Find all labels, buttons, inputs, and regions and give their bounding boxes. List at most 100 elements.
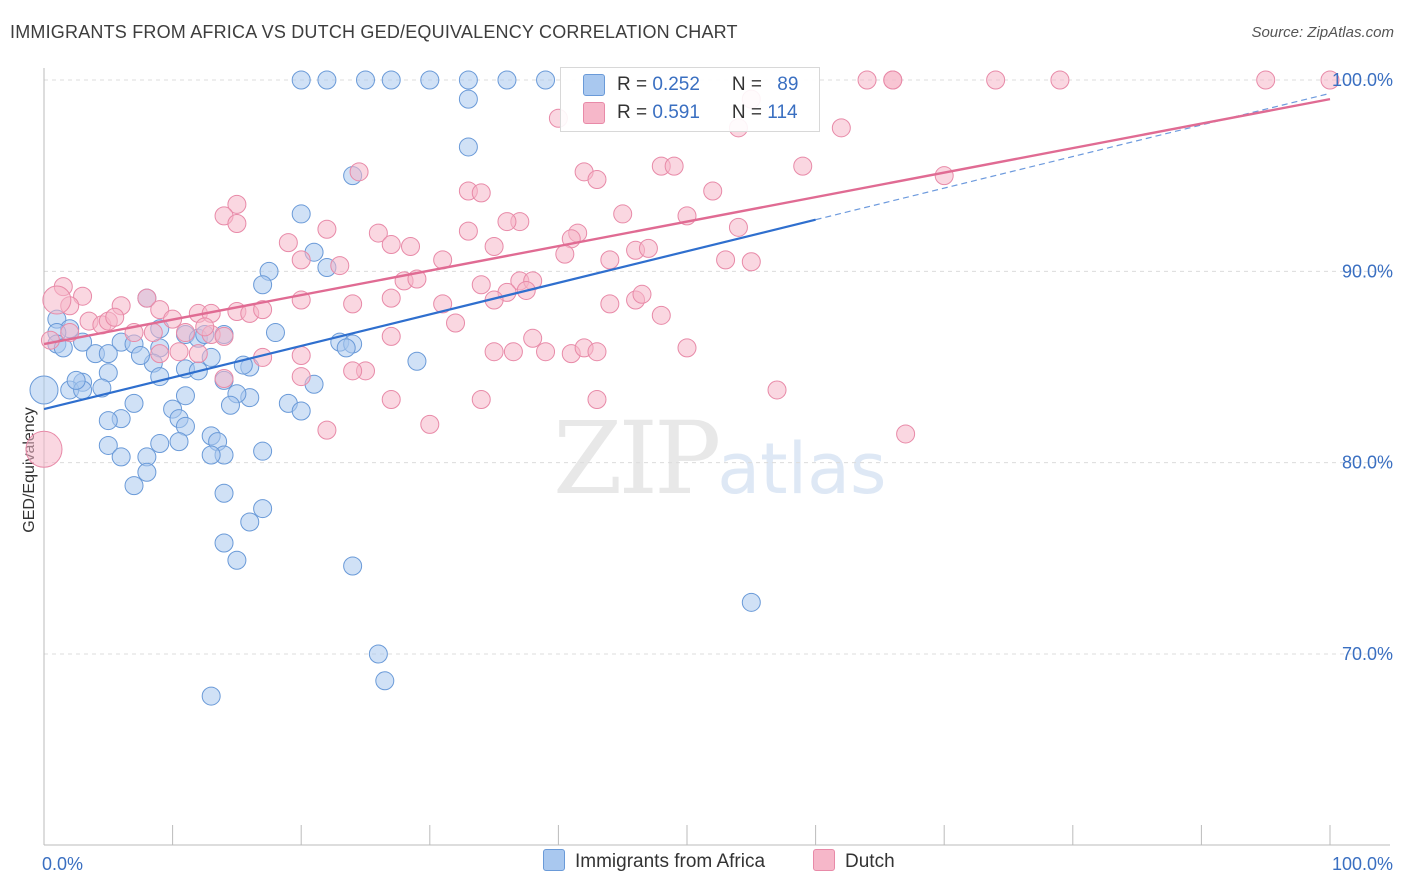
- point-dutch: [317, 420, 337, 440]
- y-tick-label: 70.0%: [1342, 644, 1393, 664]
- point-africa: [420, 70, 440, 90]
- point-dutch: [986, 70, 1006, 90]
- point-dutch: [73, 286, 93, 306]
- point-dutch: [401, 236, 421, 256]
- point-dutch: [793, 156, 813, 176]
- x-tick-label-min: 0.0%: [42, 854, 83, 874]
- point-africa: [336, 338, 356, 358]
- legend-n-value-dutch: 114: [767, 102, 798, 124]
- point-africa: [253, 441, 273, 461]
- point-dutch: [420, 414, 440, 434]
- point-dutch: [934, 166, 954, 186]
- series-dutch: [25, 70, 1340, 468]
- point-dutch: [278, 233, 298, 253]
- point-dutch: [227, 194, 247, 214]
- point-africa: [29, 375, 59, 405]
- point-dutch: [330, 256, 350, 276]
- point-dutch: [291, 367, 311, 387]
- point-africa: [124, 393, 144, 413]
- point-africa: [175, 386, 195, 406]
- point-dutch: [105, 307, 125, 327]
- point-dutch: [555, 244, 575, 264]
- point-dutch: [188, 344, 208, 364]
- tick-labels: 70.0% 80.0% 90.0% 100.0% 0.0% 100.0%: [42, 70, 1393, 874]
- legend-label-dutch: Dutch: [845, 851, 895, 873]
- point-africa: [214, 533, 234, 553]
- y-tick-label: 90.0%: [1342, 261, 1393, 281]
- point-dutch: [317, 219, 337, 239]
- point-dutch: [587, 342, 607, 362]
- point-dutch: [343, 361, 363, 381]
- legend-n-value-africa: 89: [777, 74, 799, 96]
- point-africa: [220, 395, 240, 415]
- watermark-atlas: atlas: [717, 428, 887, 510]
- point-dutch: [150, 344, 170, 364]
- point-dutch: [471, 183, 491, 203]
- point-dutch: [214, 368, 234, 388]
- point-dutch: [253, 300, 273, 320]
- point-africa: [368, 644, 388, 664]
- point-africa: [458, 89, 478, 109]
- point-africa: [375, 671, 395, 691]
- legend-row-africa: R = 0.252 N = 89: [583, 74, 798, 98]
- point-dutch: [677, 338, 697, 358]
- point-africa: [458, 70, 478, 90]
- chart-title: IMMIGRANTS FROM AFRICA VS DUTCH GED/EQUI…: [10, 22, 738, 42]
- point-dutch: [883, 70, 903, 90]
- zipatlas-watermark: ZIPatlas: [553, 400, 886, 517]
- point-dutch: [703, 181, 723, 201]
- point-dutch: [381, 235, 401, 255]
- legend-swatch-dutch: [813, 849, 835, 871]
- point-africa: [92, 378, 112, 398]
- point-dutch: [458, 221, 478, 241]
- point-africa: [66, 370, 86, 390]
- point-dutch: [523, 328, 543, 348]
- x-tick-label-max: 100.0%: [1332, 854, 1393, 874]
- point-dutch: [143, 323, 163, 343]
- point-dutch: [381, 288, 401, 308]
- point-dutch: [484, 236, 504, 256]
- point-dutch: [716, 250, 736, 270]
- point-dutch: [368, 223, 388, 243]
- point-africa: [343, 556, 363, 576]
- point-dutch: [613, 204, 633, 224]
- point-dutch: [433, 294, 453, 314]
- point-africa: [227, 550, 247, 570]
- point-dutch: [587, 169, 607, 189]
- point-dutch: [831, 118, 851, 138]
- point-dutch: [214, 326, 234, 346]
- point-africa: [381, 70, 401, 90]
- point-africa: [317, 70, 337, 90]
- point-dutch: [587, 390, 607, 410]
- point-dutch: [896, 424, 916, 444]
- legend-row-dutch: R = 0.591 N = 114: [583, 102, 798, 126]
- point-dutch: [343, 294, 363, 314]
- point-africa: [741, 592, 761, 612]
- point-africa: [265, 323, 285, 343]
- legend-item-africa[interactable]: Immigrants from Africa: [543, 849, 765, 873]
- point-dutch: [638, 238, 658, 258]
- point-africa: [98, 435, 118, 455]
- point-dutch: [857, 70, 877, 90]
- point-africa: [201, 686, 221, 706]
- point-africa: [497, 70, 517, 90]
- legend-r-label: R =: [617, 74, 653, 96]
- point-dutch: [1320, 70, 1340, 90]
- point-dutch: [471, 275, 491, 295]
- point-africa: [130, 346, 150, 366]
- point-dutch: [42, 285, 72, 315]
- point-dutch: [536, 342, 556, 362]
- legend-r-value-africa: 0.252: [652, 74, 700, 96]
- legend-item-dutch[interactable]: Dutch: [813, 849, 895, 873]
- point-dutch: [741, 252, 761, 272]
- point-dutch: [381, 390, 401, 410]
- point-africa: [111, 447, 131, 467]
- trend-line-dutch: [43, 97, 1331, 346]
- point-africa: [201, 445, 221, 465]
- series-immigrants-from-africa: [29, 70, 761, 706]
- legend-r-label: R =: [617, 102, 653, 124]
- point-africa: [137, 462, 157, 482]
- point-dutch: [169, 342, 189, 362]
- point-dutch: [25, 430, 63, 468]
- point-dutch: [381, 326, 401, 346]
